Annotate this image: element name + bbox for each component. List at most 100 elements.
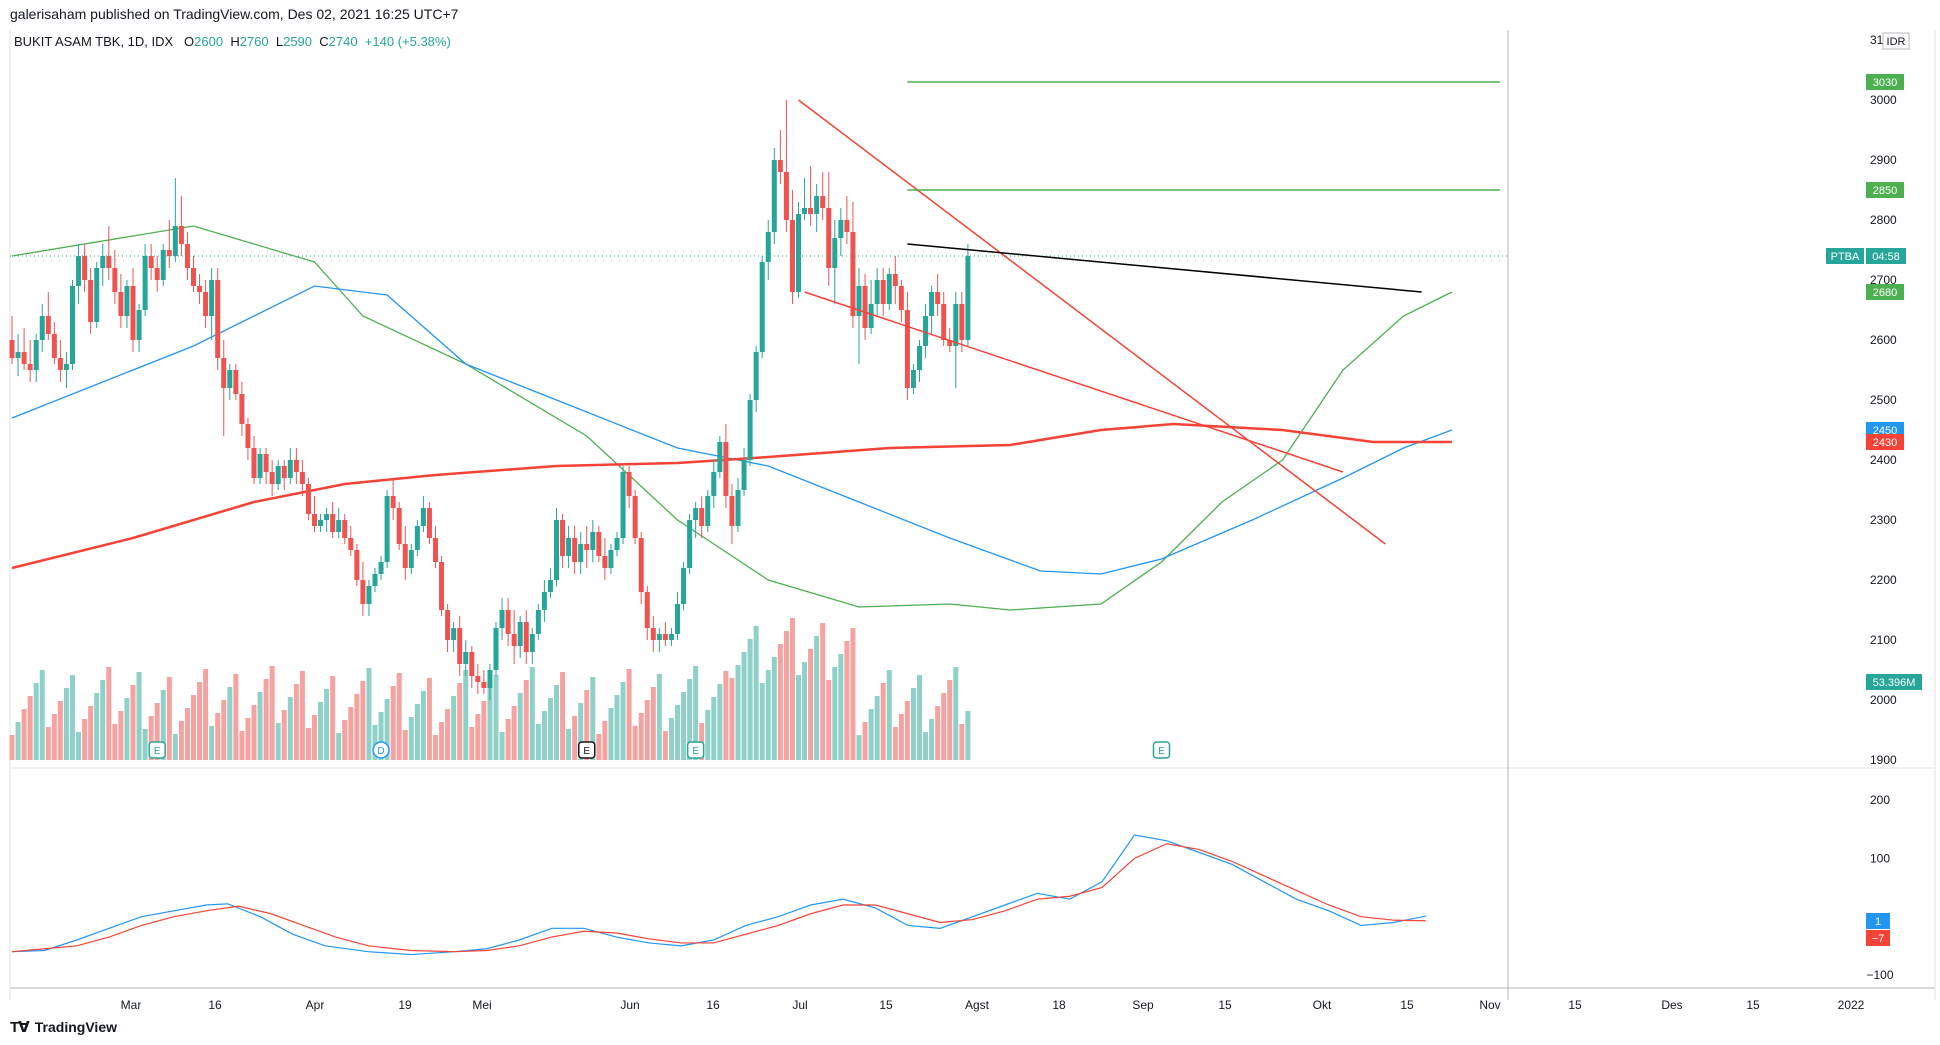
ticker-label: PTBA: [1831, 251, 1860, 263]
brand-label: TradingView: [34, 1019, 117, 1035]
volume-bar: [886, 670, 892, 760]
candle-body: [771, 160, 777, 232]
candle-body: [70, 286, 75, 364]
earnings-marker-label: E: [154, 746, 161, 757]
volume-bar: [154, 703, 160, 760]
tradingview-logo[interactable]: T∀ TradingView: [10, 1018, 117, 1036]
candle-body: [402, 544, 408, 568]
volume-bar: [789, 618, 795, 760]
price-tick-label: 31: [1870, 33, 1884, 47]
level-3030-label: 3030: [1873, 77, 1897, 89]
volume-bar: [336, 733, 342, 760]
volume-bar: [420, 691, 426, 760]
candle-body: [33, 340, 39, 370]
candle-body: [227, 370, 233, 388]
trendline-black[interactable]: [907, 243, 1422, 293]
candle-body: [63, 364, 69, 370]
volume-bar: [947, 680, 953, 760]
volume-bar: [402, 730, 408, 760]
candle-body: [668, 634, 674, 640]
earnings-marker[interactable]: [1152, 741, 1171, 759]
volume-bar: [681, 692, 687, 760]
earnings-marker-label: E: [583, 746, 590, 757]
volume-bar: [299, 671, 305, 760]
volume-bar: [487, 688, 493, 760]
ma-long-line: [11, 422, 1452, 570]
volume-bar: [9, 735, 15, 760]
volume-bar: [257, 692, 263, 760]
candle-body: [433, 538, 438, 562]
time-tick-label: 16: [208, 998, 222, 1012]
price-tick-label: 2900: [1870, 153, 1897, 167]
volume-bar: [209, 726, 215, 760]
time-tick-label: Jun: [620, 998, 639, 1012]
volume-bar: [124, 698, 130, 760]
volume-bar: [511, 706, 517, 760]
candle-body: [566, 538, 572, 556]
time-tick-label: Nov: [1479, 998, 1500, 1012]
volume-bar: [469, 727, 475, 760]
volume-bar: [100, 680, 106, 760]
earnings-marker[interactable]: [578, 741, 596, 759]
candle-body: [493, 628, 499, 670]
time-tick-label: Agst: [965, 998, 990, 1012]
candle-body: [287, 460, 293, 478]
level-3030-label-box: [1866, 74, 1904, 90]
volume-bar: [517, 693, 523, 760]
time-tick-label: Mei: [472, 998, 491, 1012]
candle-body: [251, 448, 257, 478]
volume-bar: [935, 706, 941, 760]
candle-body: [832, 238, 838, 268]
volume-bar: [814, 636, 820, 760]
volume-bar: [227, 687, 233, 760]
candle-body: [814, 196, 820, 214]
volume-bar: [360, 681, 366, 760]
volume-bar: [862, 722, 868, 760]
volume-bar: [330, 676, 336, 760]
time-tick-label: Sep: [1132, 998, 1154, 1012]
candle-body: [650, 628, 656, 640]
close-value: 2740: [328, 34, 358, 49]
candle-body: [348, 538, 354, 550]
volume-bar: [148, 716, 154, 760]
candle-body: [808, 208, 814, 214]
candle-body: [312, 514, 317, 526]
candle-body: [354, 550, 360, 580]
volume-bar: [626, 669, 632, 760]
candle-body: [172, 226, 178, 256]
candle-body: [360, 580, 366, 604]
candle-body: [269, 472, 275, 484]
volume-bar: [572, 716, 578, 760]
time-tick-label: 15: [1568, 998, 1582, 1012]
earnings-marker[interactable]: [686, 741, 705, 759]
candle-body: [106, 256, 112, 268]
volume-bar: [735, 665, 741, 760]
volume-bar: [874, 696, 880, 760]
candle-body: [15, 352, 21, 358]
volume-bar: [783, 631, 789, 760]
candle-body: [130, 286, 136, 340]
volume-bar: [566, 729, 572, 760]
time-tick-label: 15: [879, 998, 893, 1012]
candle-body: [844, 220, 850, 232]
volume-bar: [656, 674, 662, 760]
volume-bar: [45, 727, 51, 760]
trendline-upper-red[interactable]: [798, 99, 1386, 545]
trendline-lower-red[interactable]: [804, 291, 1344, 473]
candle-body: [693, 508, 699, 520]
candle-body: [965, 256, 971, 340]
high-label: H: [230, 34, 240, 49]
open-value: 2600: [194, 34, 224, 49]
dividend-marker[interactable]: [372, 741, 390, 759]
volume-bar: [693, 666, 699, 760]
earnings-marker[interactable]: [148, 741, 166, 759]
candle-body: [596, 532, 602, 556]
candle-body: [838, 220, 844, 238]
time-tick-label: 19: [398, 998, 412, 1012]
volume-bar: [771, 657, 777, 760]
candle-body: [572, 538, 578, 562]
candle-body: [184, 244, 190, 268]
volume-bar: [372, 725, 378, 760]
volume-bar: [741, 652, 747, 760]
